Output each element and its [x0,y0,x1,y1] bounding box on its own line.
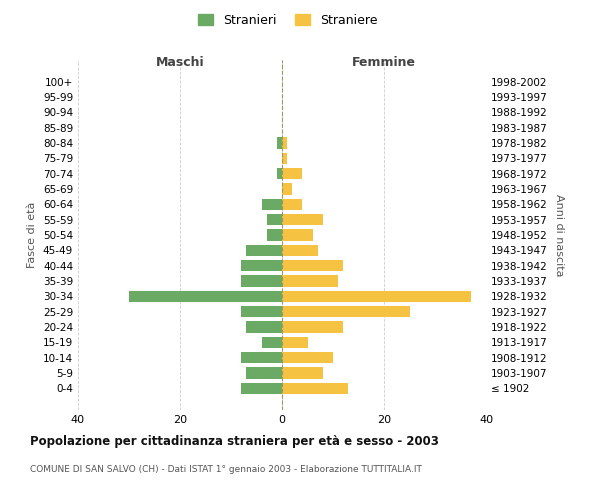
Bar [241,306,282,318]
Bar [129,290,282,302]
Bar [277,137,282,148]
Bar [282,306,410,318]
Bar [247,368,282,379]
Bar [282,352,333,364]
Bar [282,368,323,379]
Y-axis label: Fasce di età: Fasce di età [28,202,37,268]
Bar [282,214,323,226]
Bar [241,260,282,272]
Y-axis label: Anni di nascita: Anni di nascita [554,194,564,276]
Bar [267,229,282,241]
Bar [282,244,318,256]
Bar [241,352,282,364]
Bar [247,322,282,333]
Bar [247,244,282,256]
Bar [282,276,338,287]
Bar [262,198,282,210]
Bar [282,336,308,348]
Text: Maschi: Maschi [155,56,205,70]
Bar [282,137,287,148]
Legend: Stranieri, Straniere: Stranieri, Straniere [193,8,383,32]
Text: Popolazione per cittadinanza straniera per età e sesso - 2003: Popolazione per cittadinanza straniera p… [30,435,439,448]
Text: COMUNE DI SAN SALVO (CH) - Dati ISTAT 1° gennaio 2003 - Elaborazione TUTTITALIA.: COMUNE DI SAN SALVO (CH) - Dati ISTAT 1°… [30,465,422,474]
Bar [282,290,471,302]
Bar [282,168,302,179]
Bar [241,382,282,394]
Bar [282,152,287,164]
Bar [282,382,349,394]
Bar [241,276,282,287]
Bar [282,322,343,333]
Bar [277,168,282,179]
Bar [267,214,282,226]
Bar [282,260,343,272]
Text: Femmine: Femmine [352,56,416,70]
Bar [282,183,292,194]
Bar [282,229,313,241]
Bar [262,336,282,348]
Bar [282,198,302,210]
